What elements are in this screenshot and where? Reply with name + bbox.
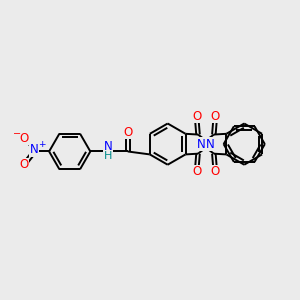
Text: O: O bbox=[20, 132, 29, 145]
Text: N: N bbox=[30, 143, 39, 157]
Text: O: O bbox=[123, 126, 132, 139]
Text: O: O bbox=[211, 110, 220, 123]
Text: N: N bbox=[206, 138, 215, 151]
Text: O: O bbox=[211, 165, 220, 178]
Text: H: H bbox=[104, 151, 112, 161]
Text: N: N bbox=[197, 138, 206, 151]
Text: N: N bbox=[103, 140, 112, 153]
Text: +: + bbox=[38, 140, 46, 149]
Text: O: O bbox=[20, 158, 29, 171]
Text: −: − bbox=[13, 129, 21, 139]
Text: O: O bbox=[192, 165, 201, 178]
Text: O: O bbox=[192, 110, 201, 123]
